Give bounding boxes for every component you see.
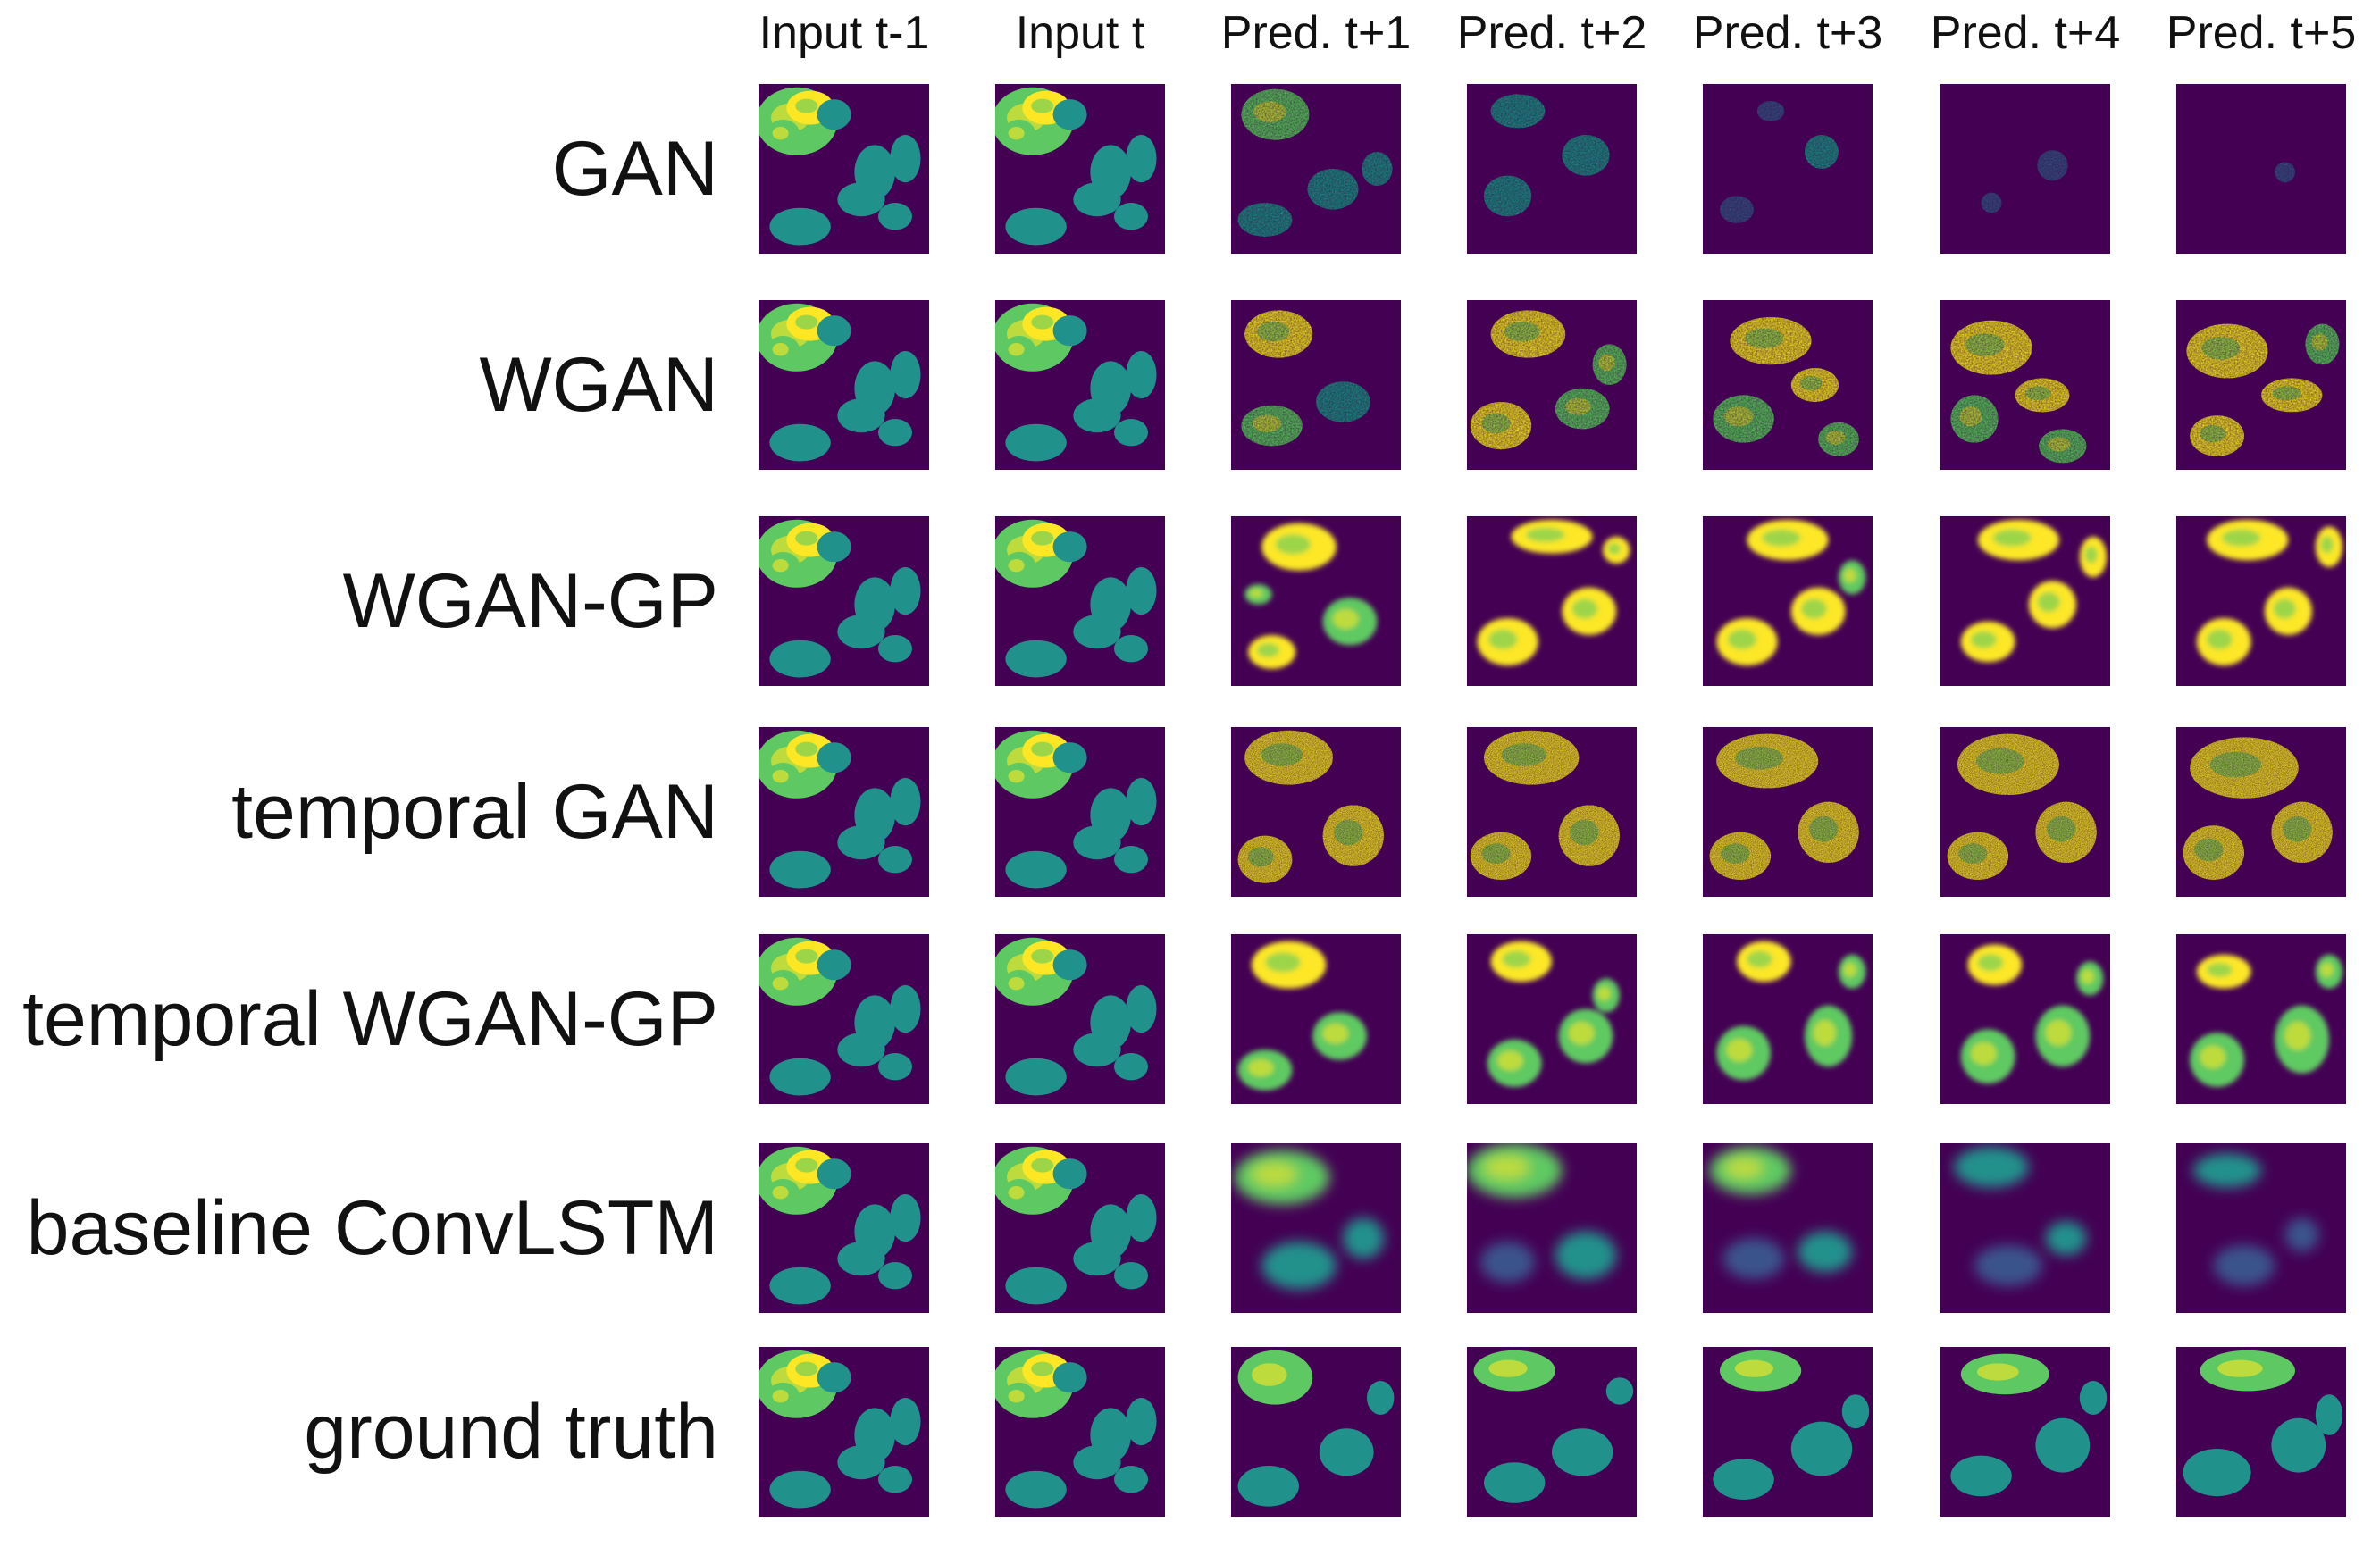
row-label: temporal GAN — [231, 769, 718, 855]
heatmap-tile — [1940, 300, 2110, 470]
heatmap-tile — [759, 516, 929, 686]
heatmap-tile — [2176, 1347, 2346, 1517]
heatmap-tile — [759, 727, 929, 897]
heatmap-tile — [1467, 516, 1637, 686]
heatmap-tile — [2176, 516, 2346, 686]
heatmap-tile — [759, 84, 929, 254]
heatmap-tile — [2176, 934, 2346, 1104]
heatmap-tile — [1467, 1143, 1637, 1313]
heatmap-tile — [1703, 727, 1873, 897]
heatmap-tile — [995, 300, 1165, 470]
heatmap-tile — [1231, 934, 1401, 1104]
heatmap-tile — [759, 300, 929, 470]
heatmap-tile — [1467, 84, 1637, 254]
heatmap-tile — [1703, 934, 1873, 1104]
heatmap-tile — [1467, 727, 1637, 897]
column-header: Pred. t+1 — [1220, 7, 1412, 59]
heatmap-tile — [1703, 1347, 1873, 1517]
heatmap-tile — [995, 516, 1165, 686]
heatmap-tile — [2176, 300, 2346, 470]
row-label: ground truth — [304, 1389, 718, 1475]
heatmap-tile — [995, 934, 1165, 1104]
column-header: Input t — [1015, 7, 1145, 59]
heatmap-tile — [1231, 516, 1401, 686]
row-label: WGAN — [479, 342, 718, 428]
heatmap-tile — [1940, 516, 2110, 686]
heatmap-tile — [2176, 727, 2346, 897]
heatmap-tile — [1467, 934, 1637, 1104]
heatmap-tile — [1703, 84, 1873, 254]
column-header: Input t-1 — [758, 7, 930, 59]
heatmap-tile — [1467, 1347, 1637, 1517]
row-label: GAN — [551, 126, 718, 212]
heatmap-tile — [1231, 1143, 1401, 1313]
heatmap-tile — [2176, 1143, 2346, 1313]
column-header: Pred. t+3 — [1692, 7, 1883, 59]
column-header: Pred. t+4 — [1930, 7, 2121, 59]
heatmap-tile — [2176, 84, 2346, 254]
row-label: baseline ConvLSTM — [26, 1185, 718, 1271]
heatmap-tile — [1703, 300, 1873, 470]
heatmap-tile — [1940, 84, 2110, 254]
row-label: WGAN-GP — [342, 558, 718, 644]
heatmap-tile — [1231, 727, 1401, 897]
heatmap-tile — [759, 934, 929, 1104]
row-label: temporal WGAN-GP — [22, 976, 718, 1062]
heatmap-tile — [1703, 516, 1873, 686]
column-header: Pred. t+5 — [2166, 7, 2357, 59]
heatmap-tile — [1467, 300, 1637, 470]
heatmap-tile — [1940, 1347, 2110, 1517]
heatmap-tile — [759, 1143, 929, 1313]
heatmap-tile — [1940, 727, 2110, 897]
column-header: Pred. t+2 — [1456, 7, 1647, 59]
heatmap-tile — [995, 1347, 1165, 1517]
heatmap-tile — [759, 1347, 929, 1517]
heatmap-tile — [1231, 1347, 1401, 1517]
heatmap-tile — [1231, 84, 1401, 254]
heatmap-tile — [995, 1143, 1165, 1313]
heatmap-tile — [995, 727, 1165, 897]
heatmap-tile — [1231, 300, 1401, 470]
heatmap-tile — [1940, 1143, 2110, 1313]
heatmap-tile — [1703, 1143, 1873, 1313]
heatmap-tile — [995, 84, 1165, 254]
heatmap-tile — [1940, 934, 2110, 1104]
